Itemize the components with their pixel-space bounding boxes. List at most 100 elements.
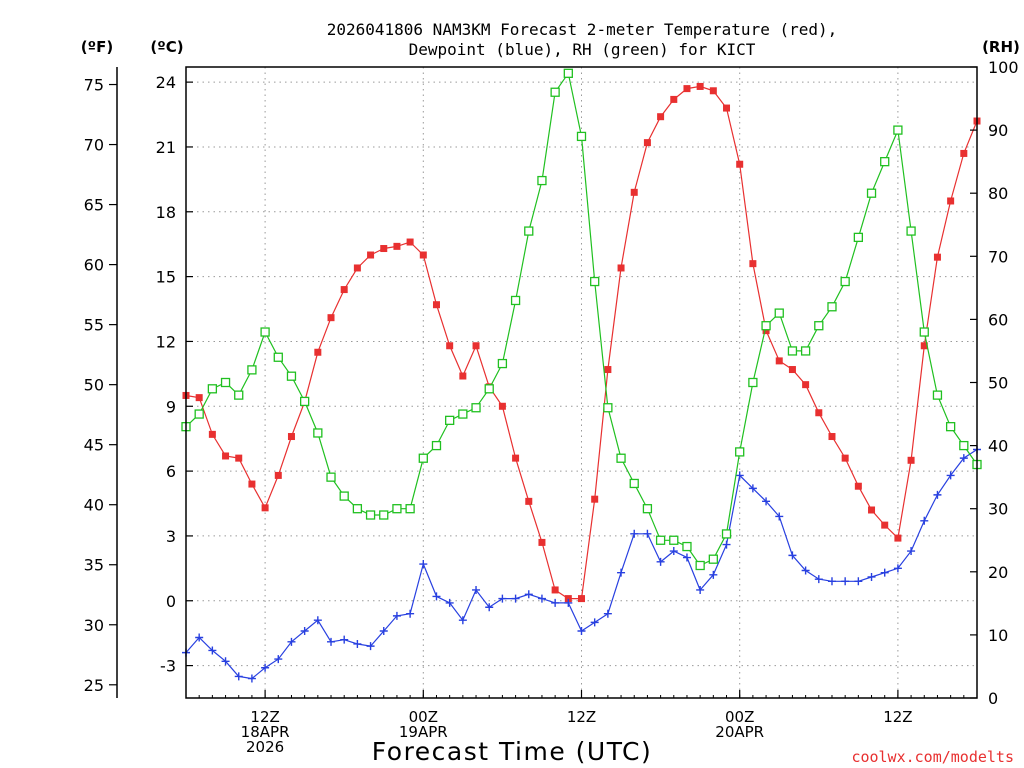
- point-dewpoint-44: [762, 497, 771, 506]
- celsius-tick-label-5: 12: [156, 332, 176, 351]
- point-temperature-12: [340, 286, 348, 294]
- point-rh-11: [326, 472, 336, 482]
- point-dewpoint-30: [577, 627, 586, 636]
- point-rh-47: [800, 346, 811, 356]
- point-dewpoint-9: [300, 627, 309, 636]
- x-tick-label-1-1: 19APR: [399, 723, 448, 741]
- point-rh-31: [590, 276, 600, 287]
- point-temperature-39: [696, 82, 704, 90]
- point-rh-52: [866, 188, 877, 198]
- point-rh-2: [207, 384, 218, 394]
- point-dewpoint-7: [274, 655, 283, 664]
- rh-tick-label-9: 90: [988, 121, 1008, 140]
- celsius-tick-label-4: 9: [166, 397, 176, 416]
- point-temperature-31: [591, 495, 599, 503]
- point-rh-45: [774, 308, 784, 318]
- series-dewpoint: [182, 445, 981, 683]
- point-temperature-34: [630, 188, 638, 196]
- fahrenheit-tick-label-9: 70: [84, 136, 104, 155]
- rh-tick-label-1: 10: [988, 626, 1008, 645]
- point-dewpoint-29: [564, 598, 573, 607]
- celsius-tick-label-9: 24: [156, 73, 176, 92]
- point-dewpoint-21: [458, 616, 467, 625]
- point-rh-21: [458, 409, 468, 419]
- point-dewpoint-49: [827, 577, 836, 586]
- point-temperature-51: [854, 482, 862, 490]
- point-rh-38: [682, 541, 692, 552]
- point-rh-26: [524, 226, 534, 236]
- axis-ticks: -3 0 3 6 9 12 15 18 21 24 25 30 35 40 45 50 55 60 65 70 75 0 1…: [84, 58, 1019, 756]
- point-temperature-40: [709, 87, 717, 95]
- point-temperature-45: [775, 357, 783, 365]
- point-rh-22: [471, 403, 481, 413]
- point-temperature-43: [749, 260, 757, 268]
- point-rh-35: [642, 504, 653, 514]
- chart-title-line-2: Dewpoint (blue), RH (green) for KICT: [409, 40, 756, 59]
- point-temperature-16: [393, 242, 401, 250]
- x-tick-label-2-0: 12Z: [567, 708, 596, 726]
- point-rh-27: [537, 175, 547, 186]
- point-rh-19: [431, 440, 442, 451]
- point-dewpoint-18: [419, 560, 428, 569]
- point-temperature-8: [287, 433, 295, 441]
- point-rh-37: [669, 535, 679, 545]
- fahrenheit-tick-label-6: 55: [84, 316, 104, 335]
- point-rh-59: [959, 440, 969, 451]
- point-rh-39: [695, 560, 705, 571]
- point-dewpoint-25: [511, 594, 520, 603]
- x-tick-label-3-0: 00Z: [725, 708, 754, 726]
- point-dewpoint-26: [524, 590, 533, 599]
- point-dewpoint-2: [208, 646, 217, 655]
- point-rh-48: [814, 321, 824, 331]
- rh-tick-label-5: 50: [988, 374, 1008, 393]
- point-temperature-53: [881, 521, 889, 529]
- point-temperature-36: [657, 113, 665, 121]
- point-rh-33: [616, 453, 626, 463]
- point-temperature-28: [551, 586, 559, 594]
- point-temperature-42: [736, 160, 744, 168]
- point-dewpoint-5: [247, 674, 256, 683]
- celsius-tick-label-3: 6: [166, 462, 176, 481]
- point-dewpoint-16: [392, 611, 401, 620]
- point-rh-4: [234, 390, 244, 400]
- point-rh-20: [445, 415, 455, 426]
- rh-tick-label-3: 30: [988, 500, 1008, 519]
- point-rh-43: [748, 377, 758, 388]
- point-dewpoint-56: [920, 516, 929, 525]
- point-rh-32: [603, 403, 613, 413]
- point-dewpoint-27: [537, 594, 546, 603]
- point-rh-3: [220, 377, 231, 388]
- point-dewpoint-53: [880, 568, 889, 577]
- point-dewpoint-38: [682, 553, 691, 562]
- point-dewpoint-46: [788, 551, 797, 560]
- point-rh-50: [840, 276, 850, 287]
- rh-tick-label-8: 80: [988, 184, 1008, 203]
- rh-tick-label-7: 70: [988, 247, 1008, 266]
- x-tick-label-0-2: 2026: [246, 738, 284, 756]
- point-rh-6: [260, 327, 270, 337]
- point-dewpoint-20: [445, 598, 454, 607]
- point-rh-1: [194, 409, 204, 419]
- point-temperature-58: [947, 197, 955, 205]
- point-rh-54: [893, 125, 903, 135]
- point-dewpoint-59: [959, 454, 968, 463]
- chart-title-line-1: 2026041806 NAM3KM Forecast 2-meter Tempe…: [327, 20, 838, 39]
- point-dewpoint-17: [406, 609, 415, 618]
- point-dewpoint-57: [933, 490, 942, 499]
- point-dewpoint-40: [709, 570, 718, 579]
- point-temperature-5: [248, 480, 256, 488]
- point-dewpoint-39: [696, 585, 705, 594]
- point-temperature-4: [235, 454, 243, 462]
- point-dewpoint-22: [472, 585, 481, 594]
- point-rh-17: [405, 504, 415, 514]
- point-rh-28: [550, 87, 560, 97]
- point-temperature-11: [327, 314, 335, 322]
- fahrenheit-tick-label-8: 65: [84, 196, 104, 215]
- point-rh-55: [906, 226, 916, 236]
- point-rh-10: [313, 428, 323, 438]
- point-dewpoint-58: [946, 471, 955, 480]
- x-tick-label-3-1: 20APR: [715, 723, 764, 741]
- point-dewpoint-33: [617, 568, 626, 577]
- point-rh-41: [721, 529, 732, 539]
